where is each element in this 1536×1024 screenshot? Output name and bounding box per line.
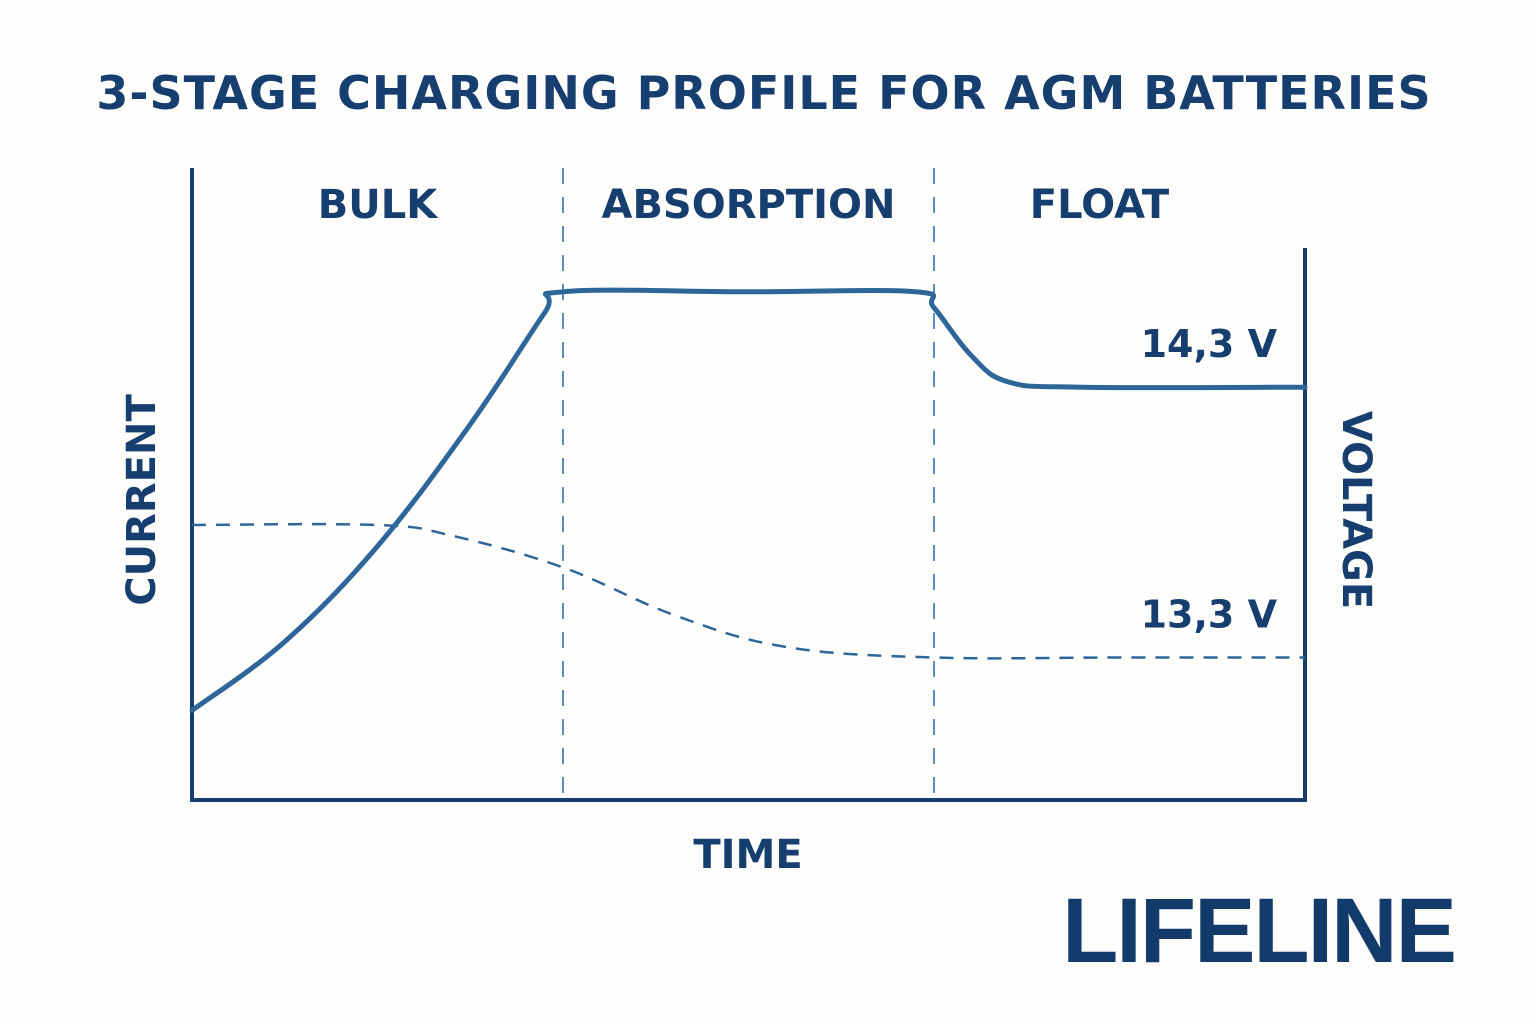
lifeline-logo: LIFELINE — [1062, 880, 1455, 982]
stage-label-float: FLOAT — [1030, 182, 1170, 228]
y-axis-label-right: VOLTAGE — [1333, 411, 1379, 609]
series-layer — [189, 287, 1308, 713]
stage-label-absorption: ABSORPTION — [601, 182, 895, 228]
stage-label-bulk: BULK — [318, 182, 439, 228]
voltage-line — [189, 287, 1308, 713]
value-annotations: 14,3 V 13,3 V — [1141, 322, 1278, 636]
current-value-label: 13,3 V — [1141, 593, 1278, 637]
chart-title: 3-STAGE CHARGING PROFILE FOR AGM BATTERI… — [96, 66, 1431, 120]
stage-dividers — [562, 168, 935, 800]
x-axis-label: TIME — [693, 832, 802, 878]
current-line — [191, 522, 1305, 660]
chart-axes — [190, 168, 1307, 802]
y-axis-label-left: CURRENT — [119, 394, 165, 606]
voltage-value-label: 14,3 V — [1141, 322, 1278, 366]
stage-labels: BULK ABSORPTION FLOAT — [318, 182, 1170, 228]
